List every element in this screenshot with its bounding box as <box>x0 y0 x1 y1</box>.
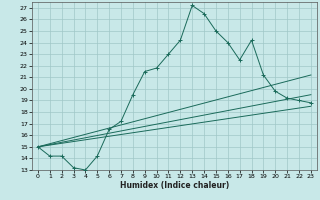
X-axis label: Humidex (Indice chaleur): Humidex (Indice chaleur) <box>120 181 229 190</box>
